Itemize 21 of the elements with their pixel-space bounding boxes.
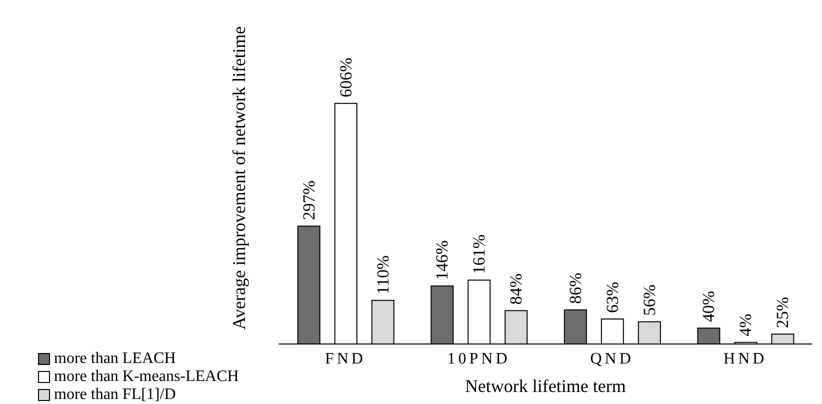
legend-label: more than FL[1]/D — [54, 386, 176, 404]
legend-label: more than LEACH — [54, 350, 176, 368]
data-label: 40% — [699, 290, 718, 322]
data-label: 56% — [640, 284, 659, 316]
data-label: 110% — [373, 255, 392, 294]
data-label: 63% — [602, 282, 622, 313]
data-label: 161% — [470, 234, 489, 274]
data-label: 4% — [736, 314, 756, 336]
data-label: 146% — [432, 240, 452, 280]
legend-label: more than K-means-LEACH — [54, 368, 239, 386]
data-label: 297% — [299, 180, 318, 220]
x-tick-label: FND — [324, 350, 366, 368]
y-axis-title: Average improvement of network lifetime — [229, 26, 250, 330]
data-label: 86% — [566, 272, 585, 304]
x-tick-label: QND — [590, 350, 634, 368]
x-tick-label: HND — [724, 350, 768, 368]
data-label: 606% — [336, 58, 356, 98]
data-label: 84% — [506, 273, 526, 305]
x-tick-label: 10PND — [447, 350, 510, 368]
data-label: 25% — [773, 296, 792, 328]
x-axis-title: Network lifetime term — [464, 376, 626, 396]
